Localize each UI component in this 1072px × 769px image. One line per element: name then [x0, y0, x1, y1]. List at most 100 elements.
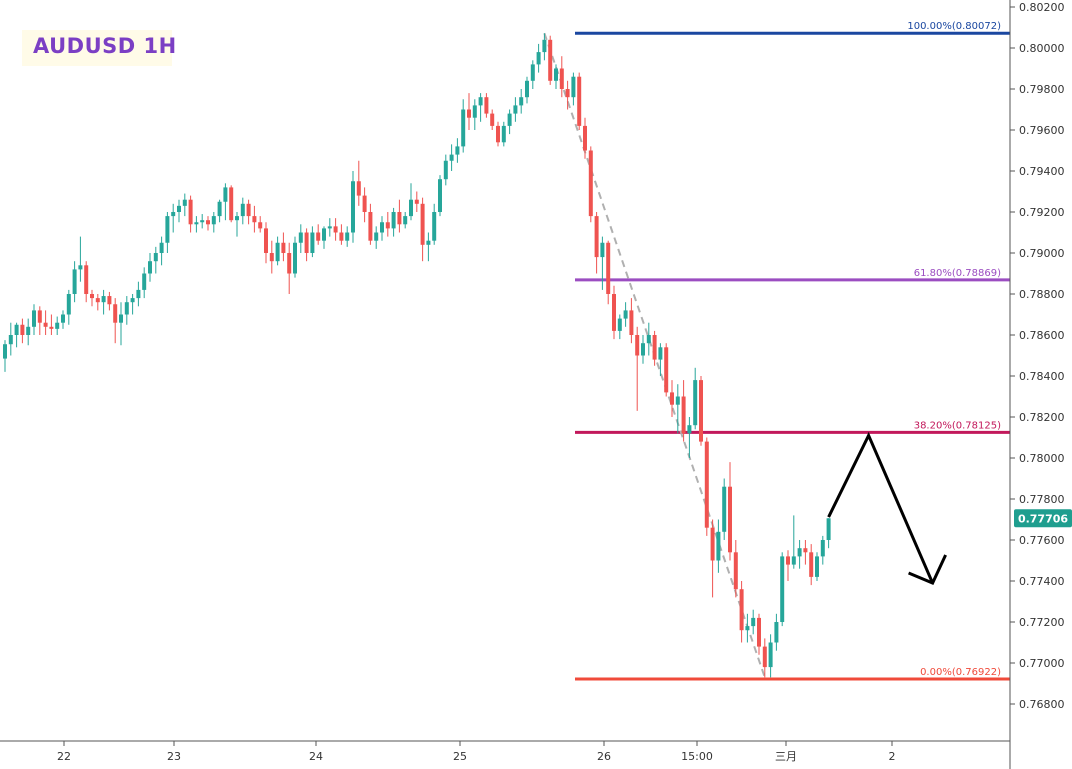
- candle-body[interactable]: [571, 76, 576, 98]
- candle-body[interactable]: [554, 68, 558, 81]
- candle-body[interactable]: [455, 146, 460, 155]
- candle-body[interactable]: [374, 232, 379, 241]
- candle-body[interactable]: [780, 556, 785, 622]
- candle-body[interactable]: [206, 220, 210, 225]
- candle-body[interactable]: [119, 314, 123, 323]
- candle-body[interactable]: [246, 203, 251, 217]
- candle-body[interactable]: [264, 228, 268, 253]
- candle-body[interactable]: [600, 242, 605, 258]
- candle-body[interactable]: [293, 242, 297, 274]
- candle-body[interactable]: [165, 216, 170, 243]
- candle-body[interactable]: [472, 105, 477, 118]
- candle-body[interactable]: [652, 335, 657, 360]
- candle-body[interactable]: [501, 125, 506, 143]
- candle-body[interactable]: [675, 396, 680, 405]
- candle-body[interactable]: [223, 187, 228, 202]
- candle-body[interactable]: [130, 298, 135, 303]
- candle-body[interactable]: [768, 642, 773, 668]
- candle-body[interactable]: [188, 199, 193, 225]
- candle-body[interactable]: [635, 335, 640, 356]
- candle-body[interactable]: [461, 109, 466, 147]
- candle-body[interactable]: [733, 552, 738, 590]
- candle-body[interactable]: [699, 380, 703, 442]
- candle-body[interactable]: [704, 441, 709, 528]
- candle-body[interactable]: [240, 203, 245, 217]
- candle-body[interactable]: [606, 242, 611, 294]
- candle-body[interactable]: [716, 531, 721, 561]
- candle-body[interactable]: [583, 125, 587, 151]
- candle-body[interactable]: [310, 232, 315, 254]
- candle-body[interactable]: [414, 199, 419, 204]
- candle-body[interactable]: [646, 335, 651, 344]
- candle-body[interactable]: [496, 125, 500, 143]
- candle-body[interactable]: [177, 205, 181, 212]
- candle-body[interactable]: [252, 216, 257, 223]
- candle-body[interactable]: [449, 154, 454, 161]
- candle-body[interactable]: [577, 76, 582, 126]
- candle-body[interactable]: [211, 216, 216, 225]
- candle-body[interactable]: [171, 212, 176, 217]
- candle-body[interactable]: [478, 97, 483, 106]
- candle-body[interactable]: [815, 556, 819, 577]
- candle-body[interactable]: [797, 548, 802, 557]
- candle-body[interactable]: [820, 540, 825, 557]
- candle-body[interactable]: [594, 216, 599, 258]
- candle-body[interactable]: [351, 181, 355, 233]
- candle-body[interactable]: [432, 212, 437, 241]
- projection-arrow-path[interactable]: [827, 431, 934, 584]
- candle-body[interactable]: [536, 52, 541, 65]
- candle-body[interactable]: [8, 335, 13, 345]
- candle-body[interactable]: [757, 617, 761, 647]
- candle-body[interactable]: [43, 322, 48, 327]
- candle-body[interactable]: [49, 326, 54, 329]
- candle-body[interactable]: [559, 68, 564, 90]
- candle-body[interactable]: [142, 273, 147, 290]
- candle-body[interactable]: [304, 232, 309, 254]
- candle-body[interactable]: [95, 298, 100, 303]
- candle-body[interactable]: [548, 39, 553, 81]
- candle-body[interactable]: [762, 646, 767, 668]
- candle-body[interactable]: [159, 242, 164, 253]
- candle-body[interactable]: [385, 222, 390, 229]
- candle-body[interactable]: [368, 212, 373, 241]
- candle-body[interactable]: [786, 556, 790, 565]
- candle-body[interactable]: [229, 187, 234, 221]
- candle-body[interactable]: [275, 242, 280, 262]
- candle-body[interactable]: [809, 552, 814, 577]
- candle-body[interactable]: [710, 527, 715, 561]
- candle-body[interactable]: [84, 265, 89, 294]
- candle-body[interactable]: [507, 113, 512, 126]
- candle-body[interactable]: [391, 212, 396, 229]
- candle-body[interactable]: [101, 296, 106, 303]
- candle-body[interactable]: [327, 226, 332, 229]
- candle-body[interactable]: [670, 392, 674, 405]
- candle-body[interactable]: [182, 199, 187, 206]
- candle-body[interactable]: [258, 222, 263, 229]
- candle-body[interactable]: [629, 310, 634, 335]
- candle-body[interactable]: [774, 622, 779, 643]
- candle-body[interactable]: [32, 310, 36, 327]
- candle-body[interactable]: [153, 253, 158, 262]
- candle-body[interactable]: [658, 347, 663, 360]
- candle-body[interactable]: [490, 113, 495, 126]
- candle-body[interactable]: [20, 324, 25, 335]
- candle-body[interactable]: [362, 195, 367, 212]
- candle-body[interactable]: [113, 304, 118, 323]
- candle-body[interactable]: [612, 294, 616, 331]
- candle-body[interactable]: [745, 626, 750, 631]
- candle-body[interactable]: [345, 232, 350, 241]
- candle-body[interactable]: [484, 97, 489, 114]
- candle-body[interactable]: [565, 89, 570, 98]
- candle-body[interactable]: [194, 222, 199, 225]
- candle-body[interactable]: [333, 226, 338, 233]
- candle-body[interactable]: [803, 548, 808, 553]
- candle-body[interactable]: [356, 181, 361, 196]
- candle-body[interactable]: [693, 380, 698, 426]
- candle-body[interactable]: [107, 296, 112, 305]
- candle-body[interactable]: [438, 179, 442, 212]
- candle-body[interactable]: [617, 318, 622, 331]
- candle-body[interactable]: [664, 347, 669, 393]
- candle-body[interactable]: [443, 160, 448, 180]
- candle-body[interactable]: [235, 216, 239, 221]
